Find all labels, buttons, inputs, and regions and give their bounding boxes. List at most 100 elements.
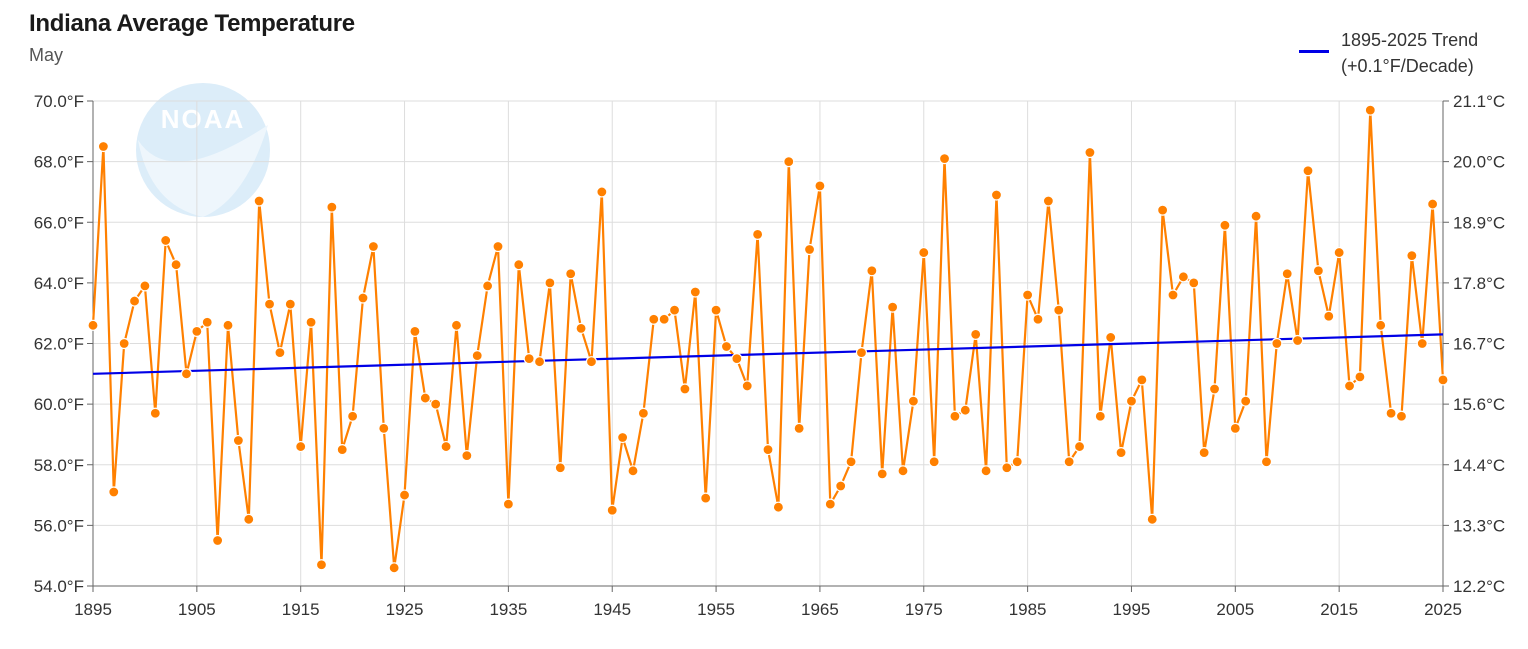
temperature-point[interactable]: [1125, 395, 1138, 407]
temperature-point[interactable]: [1302, 165, 1314, 177]
temperature-point[interactable]: [533, 356, 546, 368]
temperature-point[interactable]: [959, 404, 971, 416]
temperature-point[interactable]: [523, 353, 535, 365]
temperature-point[interactable]: [492, 240, 504, 253]
temperature-point[interactable]: [793, 422, 805, 434]
temperature-point[interactable]: [108, 486, 120, 498]
temperature-point[interactable]: [1312, 265, 1324, 277]
temperature-point[interactable]: [741, 380, 753, 392]
temperature-point[interactable]: [1157, 204, 1169, 216]
temperature-point[interactable]: [772, 501, 784, 513]
legend[interactable]: 1895-2025 Trend (+0.1°F/Decade): [1299, 27, 1478, 79]
temperature-point[interactable]: [710, 304, 722, 316]
temperature-point[interactable]: [752, 228, 764, 240]
temperature-point[interactable]: [170, 259, 182, 271]
temperature-point[interactable]: [398, 489, 411, 501]
temperature-point[interactable]: [783, 156, 795, 168]
temperature-point[interactable]: [450, 319, 463, 331]
temperature-point[interactable]: [388, 562, 400, 574]
temperature-point[interactable]: [284, 298, 296, 310]
temperature-point[interactable]: [315, 559, 328, 571]
temperature-point[interactable]: [263, 298, 276, 310]
temperature-point[interactable]: [1053, 304, 1065, 316]
temperature-point[interactable]: [918, 246, 930, 259]
temperature-point[interactable]: [720, 340, 733, 353]
temperature-point[interactable]: [336, 443, 348, 456]
temperature-point[interactable]: [1063, 456, 1075, 468]
temperature-point[interactable]: [970, 328, 982, 341]
temperature-point[interactable]: [1292, 334, 1304, 347]
temperature-point[interactable]: [1146, 513, 1158, 525]
temperature-point[interactable]: [1281, 268, 1293, 280]
temperature-point[interactable]: [149, 407, 161, 419]
temperature-point[interactable]: [461, 450, 473, 462]
temperature-point[interactable]: [1073, 440, 1086, 453]
temperature-point[interactable]: [1385, 407, 1397, 419]
temperature-point[interactable]: [990, 189, 1003, 201]
temperature-point[interactable]: [1375, 319, 1387, 331]
temperature-point[interactable]: [679, 383, 691, 395]
temperature-point[interactable]: [191, 325, 203, 337]
temperature-point[interactable]: [471, 350, 483, 362]
temperature-point[interactable]: [180, 368, 193, 380]
temperature-point[interactable]: [585, 356, 598, 368]
temperature-point[interactable]: [845, 456, 857, 468]
temperature-point[interactable]: [1271, 337, 1283, 350]
temperature-point[interactable]: [1354, 371, 1366, 383]
temperature-point[interactable]: [575, 322, 587, 334]
temperature-point[interactable]: [887, 301, 899, 313]
temperature-point[interactable]: [1105, 331, 1117, 344]
temperature-point[interactable]: [1022, 289, 1034, 301]
temperature-point[interactable]: [1406, 249, 1418, 262]
temperature-point[interactable]: [128, 295, 141, 307]
temperature-point[interactable]: [160, 234, 172, 247]
temperature-point[interactable]: [565, 268, 577, 280]
temperature-point[interactable]: [897, 465, 909, 477]
temperature-point[interactable]: [1011, 456, 1023, 468]
temperature-point[interactable]: [1208, 383, 1221, 395]
temperature-point[interactable]: [700, 492, 712, 504]
temperature-point[interactable]: [201, 316, 213, 328]
temperature-point[interactable]: [907, 395, 919, 407]
temperature-point[interactable]: [835, 480, 847, 492]
temperature-point[interactable]: [347, 410, 359, 422]
temperature-point[interactable]: [627, 465, 639, 477]
temperature-point[interactable]: [803, 243, 816, 256]
temperature-point[interactable]: [139, 280, 151, 292]
temperature-point[interactable]: [554, 462, 566, 474]
temperature-point[interactable]: [274, 346, 286, 359]
temperature-point[interactable]: [1001, 462, 1013, 474]
temperature-point[interactable]: [1219, 219, 1231, 231]
temperature-point[interactable]: [1323, 310, 1335, 322]
temperature-point[interactable]: [689, 286, 701, 298]
temperature-point[interactable]: [606, 504, 618, 516]
temperature-point[interactable]: [97, 140, 109, 153]
temperature-point[interactable]: [1416, 337, 1428, 350]
temperature-point[interactable]: [866, 265, 878, 277]
temperature-point[interactable]: [1250, 210, 1262, 222]
temperature-point[interactable]: [855, 346, 868, 359]
temperature-point[interactable]: [482, 280, 494, 292]
temperature-point[interactable]: [1395, 410, 1408, 422]
temperature-point[interactable]: [1177, 271, 1189, 283]
temperature-point[interactable]: [1333, 246, 1345, 259]
temperature-point[interactable]: [949, 410, 961, 422]
temperature-point[interactable]: [1437, 374, 1449, 386]
temperature-point[interactable]: [617, 431, 629, 444]
temperature-point[interactable]: [305, 316, 317, 328]
temperature-point[interactable]: [430, 398, 442, 410]
temperature-point[interactable]: [1084, 146, 1096, 159]
temperature-point[interactable]: [222, 319, 234, 331]
temperature-point[interactable]: [243, 513, 255, 525]
temperature-point[interactable]: [814, 180, 826, 192]
temperature-point[interactable]: [1427, 198, 1439, 210]
temperature-point[interactable]: [1229, 422, 1241, 434]
temperature-point[interactable]: [440, 440, 452, 453]
temperature-point[interactable]: [1364, 104, 1376, 116]
temperature-point[interactable]: [409, 325, 421, 337]
temperature-point[interactable]: [378, 422, 390, 434]
temperature-point[interactable]: [637, 407, 649, 419]
temperature-point[interactable]: [1260, 456, 1273, 468]
temperature-point[interactable]: [502, 498, 514, 510]
temperature-point[interactable]: [1094, 410, 1106, 422]
